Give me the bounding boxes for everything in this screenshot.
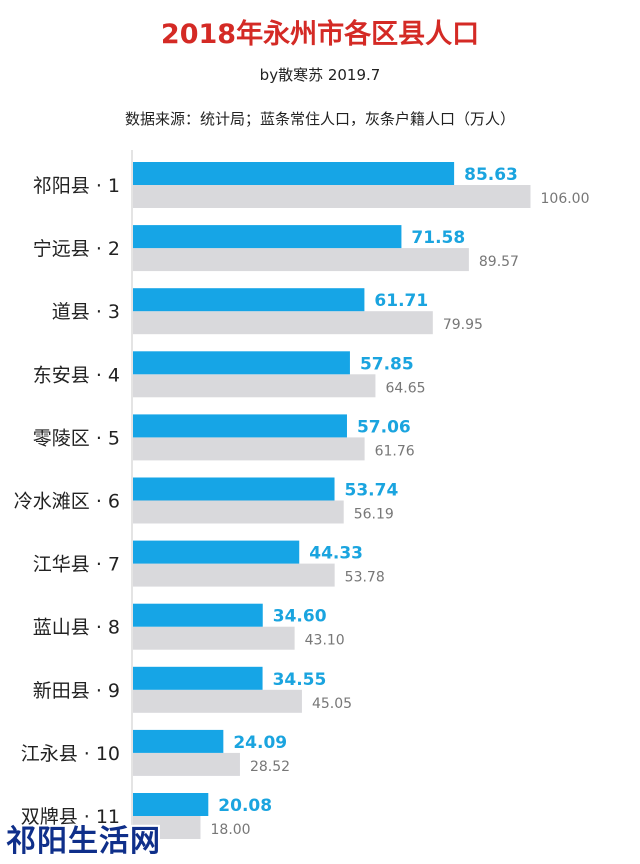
registered-value-label: 64.65: [385, 380, 425, 396]
resident-value-label: 20.08: [218, 796, 272, 816]
registered-population-bar: [133, 311, 433, 335]
registered-value-label: 56.19: [354, 507, 394, 523]
resident-population-bar: [133, 162, 455, 185]
resident-value-label: 57.85: [360, 354, 414, 374]
resident-value-label: 44.33: [309, 544, 363, 564]
resident-population-bar: [133, 603, 263, 627]
resident-population-bar: [133, 351, 350, 375]
resident-value-label: 24.09: [233, 733, 287, 753]
category-label: 道县 · 3: [52, 301, 120, 323]
resident-population-bar: [133, 793, 209, 816]
category-label: 宁远县 · 2: [33, 238, 120, 260]
resident-population-bar: [133, 729, 224, 753]
source-note: 数据来源：统计局；蓝条常住人口，灰条户籍人口（万人）: [124, 110, 515, 128]
category-label: 新田县 · 9: [33, 680, 120, 702]
resident-value-label: 53.74: [345, 481, 399, 501]
registered-population-bar: [133, 248, 469, 272]
resident-value-label: 34.55: [273, 670, 327, 690]
registered-population-bar: [133, 437, 365, 461]
resident-value-label: 85.63: [464, 165, 518, 185]
resident-population-bar: [133, 540, 300, 564]
registered-population-bar: [133, 752, 240, 776]
watermark-logo: 祁阳生活网: [6, 824, 161, 859]
registered-population-bar: [133, 563, 335, 587]
resident-population-bar: [133, 225, 402, 249]
registered-value-label: 43.10: [305, 633, 345, 649]
category-label: 东安县 · 4: [33, 364, 120, 386]
resident-value-label: 57.06: [357, 417, 411, 437]
registered-value-label: 89.57: [479, 254, 519, 270]
category-label: 零陵区 · 5: [33, 427, 120, 449]
byline: by散寒苏 2019.7: [259, 66, 381, 84]
resident-population-bar: [133, 288, 365, 312]
bars-layer: 祁阳县 · 1 85.63 106.00 宁远县 · 2 71.58 89.57 道县 · …: [14, 162, 590, 839]
resident-value-label: 34.60: [273, 607, 327, 627]
resident-value-label: 61.71: [374, 291, 428, 311]
category-label: 蓝山县 · 8: [33, 617, 120, 639]
registered-population-bar: [133, 689, 302, 713]
chart-title: 2018年永州市各区县人口: [160, 19, 480, 50]
registered-value-label: 61.76: [375, 443, 415, 459]
registered-value-label: 18.00: [211, 822, 251, 838]
registered-value-label: 45.05: [312, 696, 352, 712]
resident-population-bar: [133, 477, 335, 501]
category-label: 江华县 · 7: [33, 554, 120, 576]
registered-population-bar: [133, 374, 376, 398]
category-label: 冷水滩区 · 6: [14, 491, 120, 513]
category-label: 祁阳县 · 1: [33, 175, 120, 197]
registered-population-bar: [133, 626, 295, 650]
registered-value-label: 28.52: [250, 759, 290, 775]
registered-population-bar: [133, 500, 344, 524]
registered-value-label: 79.95: [443, 317, 483, 333]
resident-population-bar: [133, 666, 263, 690]
registered-value-label: 53.78: [345, 570, 385, 586]
category-label: 双牌县 · 11: [21, 806, 120, 828]
registered-value-label: 106.00: [541, 191, 590, 207]
resident-value-label: 71.58: [411, 228, 465, 248]
resident-population-bar: [133, 414, 347, 438]
category-label: 江永县 · 10: [21, 743, 120, 765]
registered-population-bar: [133, 185, 531, 208]
registered-population-bar: [133, 816, 201, 839]
